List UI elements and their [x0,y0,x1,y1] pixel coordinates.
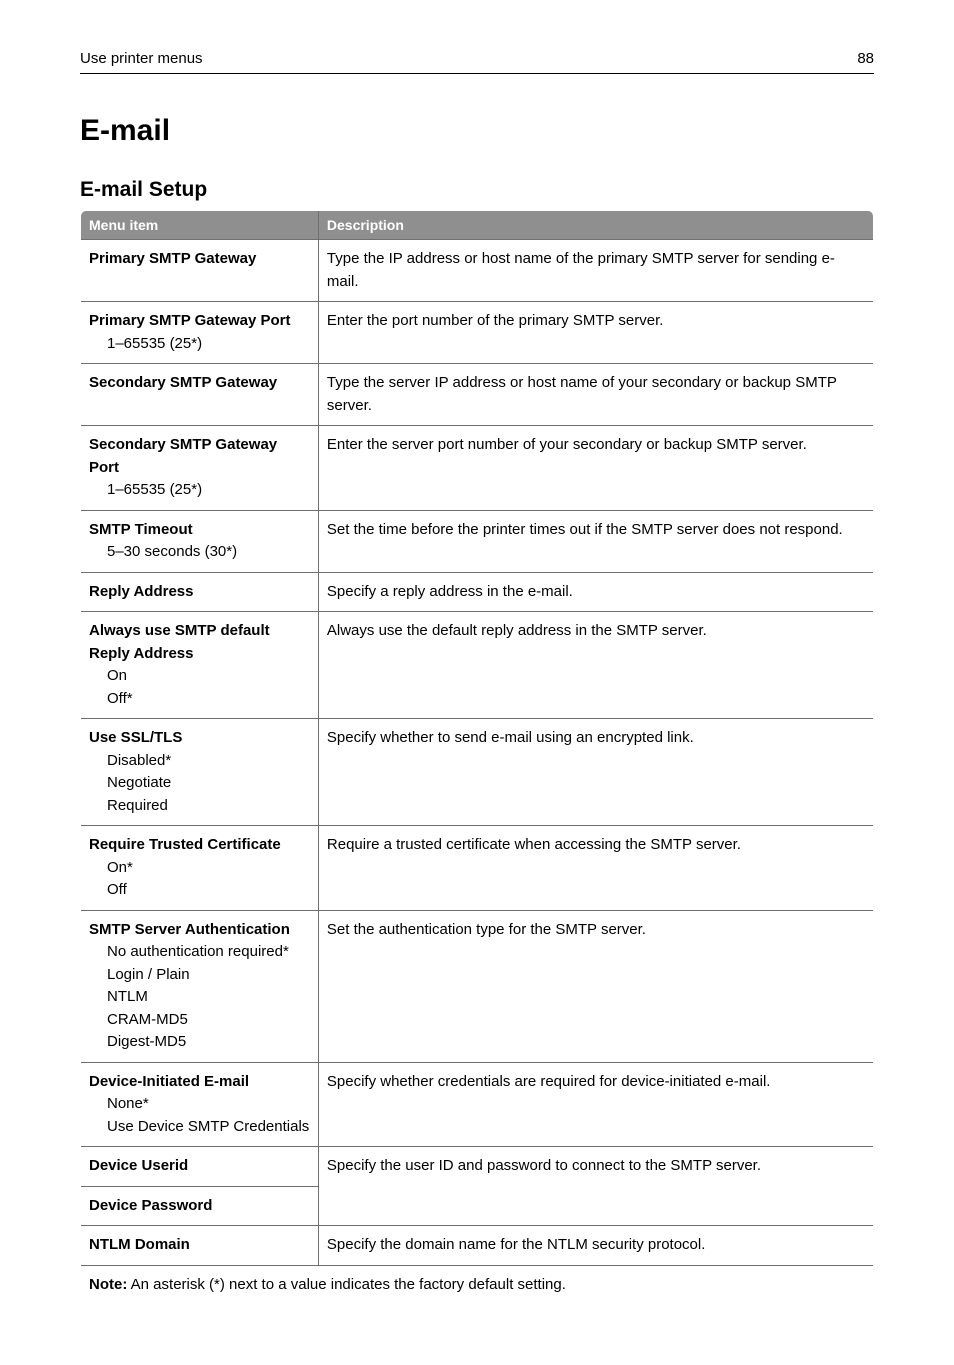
menu-item-title: Device Password [89,1195,310,1218]
menu-item-title: Primary SMTP Gateway [89,248,310,271]
description-cell: Specify whether to send e-mail using an … [318,719,873,826]
page-number: 88 [857,50,874,67]
table-note-row: Note: An asterisk (*) next to a value in… [81,1265,874,1305]
menu-item-option: Off [89,879,310,902]
menu-item-title: Primary SMTP Gateway Port [89,310,310,333]
table-row: Reply Address Specify a reply address in … [81,572,874,612]
menu-item-cell: NTLM Domain [81,1226,319,1266]
menu-item-cell: Always use SMTP default Reply AddressOnO… [81,612,319,719]
description-cell: Type the IP address or host name of the … [318,240,873,302]
table-row: SMTP Server AuthenticationNo authenticat… [81,910,874,1062]
menu-item-title: SMTP Timeout [89,519,310,542]
col-header-menu: Menu item [81,211,319,240]
description-cell: Specify whether credentials are required… [318,1062,873,1147]
description-cell: Set the authentication type for the SMTP… [318,910,873,1062]
description-cell: Always use the default reply address in … [318,612,873,719]
menu-item-title: Always use SMTP default Reply Address [89,620,310,665]
menu-item-cell: Secondary SMTP Gateway Port1–65535 (25*) [81,426,319,511]
table-row: Device-Initiated E-mailNone*Use Device S… [81,1062,874,1147]
menu-item-option: Digest-MD5 [89,1031,310,1054]
col-header-description: Description [318,211,873,240]
menu-item-cell: Secondary SMTP Gateway [81,364,319,426]
description-cell: Type the server IP address or host name … [318,364,873,426]
page-title: E-mail [80,114,874,148]
menu-item-option: No authentication required* [89,941,310,964]
menu-item-title: Device-Initiated E-mail [89,1071,310,1094]
description-cell: Specify a reply address in the e-mail. [318,572,873,612]
table-row: Use SSL/TLSDisabled*NegotiateRequiredSpe… [81,719,874,826]
menu-item-option: Disabled* [89,750,310,773]
menu-item-cell: Primary SMTP Gateway [81,240,319,302]
section-title: E-mail Setup [80,178,874,202]
menu-item-option: Login / Plain [89,964,310,987]
menu-item-option: 5–30 seconds (30*) [89,541,310,564]
table-row: Secondary SMTP Gateway Port1–65535 (25*)… [81,426,874,511]
menu-item-option: On [89,665,310,688]
table-row: SMTP Timeout5–30 seconds (30*)Set the ti… [81,510,874,572]
table-note-cell: Note: An asterisk (*) next to a value in… [81,1265,874,1305]
menu-item-cell: Use SSL/TLSDisabled*NegotiateRequired [81,719,319,826]
menu-item-title: NTLM Domain [89,1234,310,1257]
menu-item-option: Negotiate [89,772,310,795]
note-label: Note: [89,1276,127,1293]
table-row: NTLM Domain Specify the domain name for t… [81,1226,874,1266]
note-text: An asterisk (*) next to a value indicate… [127,1276,566,1293]
menu-item-title: Reply Address [89,581,310,604]
menu-item-option: Use Device SMTP Credentials [89,1116,310,1139]
menu-item-cell: Device Userid [81,1147,319,1187]
description-cell: Enter the port number of the primary SMT… [318,302,873,364]
menu-item-cell: Require Trusted CertificateOn*Off [81,826,319,911]
menu-item-title: Use SSL/TLS [89,727,310,750]
menu-item-option: Required [89,795,310,818]
menu-item-option: On* [89,857,310,880]
menu-item-option: 1–65535 (25*) [89,333,310,356]
menu-item-cell: SMTP Server AuthenticationNo authenticat… [81,910,319,1062]
menu-item-option: CRAM-MD5 [89,1009,310,1032]
description-cell: Require a trusted certificate when acces… [318,826,873,911]
menu-item-title: Require Trusted Certificate [89,834,310,857]
menu-item-title: SMTP Server Authentication [89,919,310,942]
description-cell: Specify the user ID and password to conn… [318,1147,873,1226]
table-row: Device UseridSpecify the user ID and pas… [81,1147,874,1187]
table-row: Always use SMTP default Reply AddressOnO… [81,612,874,719]
menu-item-title: Device Userid [89,1155,310,1178]
table-row: Primary SMTP Gateway Type the IP address … [81,240,874,302]
menu-item-cell: SMTP Timeout5–30 seconds (30*) [81,510,319,572]
table-header-row: Menu item Description [81,211,874,240]
table-row: Primary SMTP Gateway Port1–65535 (25*)En… [81,302,874,364]
menu-item-cell: Device-Initiated E-mailNone*Use Device S… [81,1062,319,1147]
page-header: Use printer menus 88 [80,50,874,74]
table-row: Require Trusted CertificateOn*OffRequire… [81,826,874,911]
table-row: Secondary SMTP Gateway Type the server IP… [81,364,874,426]
menu-item-title: Secondary SMTP Gateway Port [89,434,310,479]
description-cell: Enter the server port number of your sec… [318,426,873,511]
description-cell: Specify the domain name for the NTLM sec… [318,1226,873,1266]
menu-item-cell: Primary SMTP Gateway Port1–65535 (25*) [81,302,319,364]
menu-item-option: Off* [89,688,310,711]
menu-item-option: 1–65535 (25*) [89,479,310,502]
menu-item-cell: Device Password [81,1186,319,1226]
description-cell: Set the time before the printer times ou… [318,510,873,572]
menu-item-cell: Reply Address [81,572,319,612]
settings-table: Menu item Description Primary SMTP Gatew… [80,210,874,1305]
menu-item-option: None* [89,1093,310,1116]
menu-item-title: Secondary SMTP Gateway [89,372,310,395]
page-container: Use printer menus 88 E-mail E-mail Setup… [0,0,954,1365]
menu-item-option: NTLM [89,986,310,1009]
breadcrumb: Use printer menus [80,50,203,67]
